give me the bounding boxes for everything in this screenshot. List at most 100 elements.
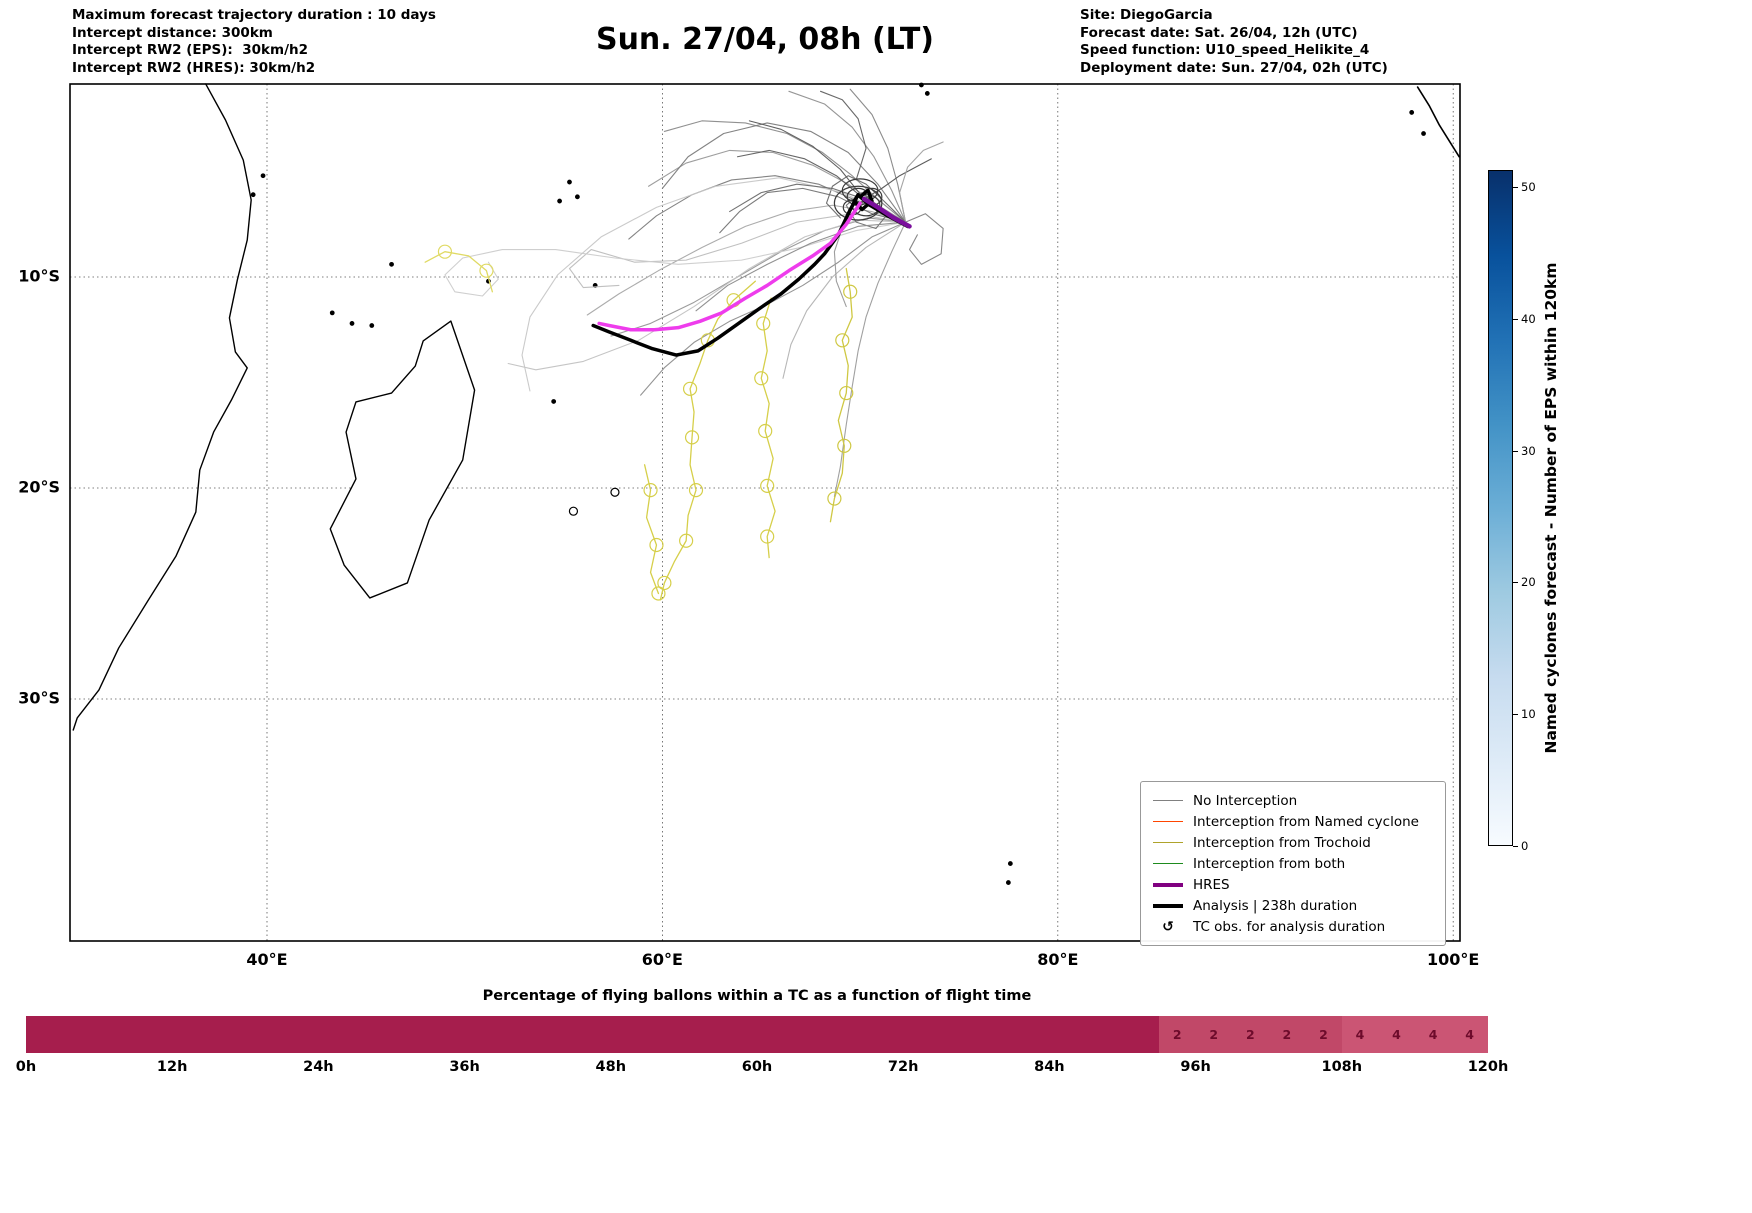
ensemble-track [719, 187, 907, 234]
trochoid-loop [679, 533, 694, 548]
island-dot [1409, 110, 1415, 115]
balloon-bar-cell [1012, 1016, 1050, 1053]
flight-time-tick-label: 120h [1467, 1059, 1509, 1075]
island-dot [369, 323, 375, 328]
hres-start-segment [861, 196, 912, 229]
site-info-text: Site: DiegoGarcia Forecast date: Sat. 26… [1080, 7, 1388, 77]
colorbar-tick-label: 50 [1521, 180, 1536, 195]
lat-tick-label: 10°S [18, 266, 60, 286]
balloon-bar-cell [391, 1016, 429, 1053]
balloon-bar-cell [501, 1016, 538, 1053]
knot-loop [833, 185, 883, 221]
hres-track [597, 201, 862, 332]
balloon-bar-cell [281, 1016, 319, 1053]
hdr-right-line4: Deployment date: Sun. 27/04, 02h (UTC) [1080, 59, 1388, 76]
ensemble-track [648, 149, 907, 223]
legend-item-label: No Interception [1193, 792, 1298, 809]
lon-tick-label: 60°E [641, 950, 683, 969]
balloon-bar-cell [647, 1016, 684, 1053]
trochoid-loop [760, 529, 775, 544]
legend-line-swatch [1153, 882, 1183, 887]
knot-loop [841, 178, 879, 203]
balloon-bar-cell [1122, 1016, 1159, 1053]
ensemble-track [521, 177, 907, 392]
run-parameters-text: Maximum forecast trajectory duration : 1… [72, 7, 436, 77]
balloon-bar-cell [756, 1016, 794, 1053]
legend-line-swatch [1153, 821, 1183, 822]
trochoid-loop [726, 293, 741, 308]
balloon-bar-cell [318, 1016, 355, 1053]
balloon-bar-cell: 4 [1378, 1016, 1415, 1053]
ensemble-track [833, 221, 907, 497]
trochoid-loop [839, 385, 854, 401]
knot-loop [851, 194, 881, 217]
legend-item: Interception from Trochoid [1153, 832, 1433, 853]
hdr-left-line2: Intercept distance: 300km [72, 24, 273, 41]
island-dot [924, 91, 930, 96]
island-dot [1007, 861, 1013, 866]
colorbar-label: Named cyclones forecast - Number of EPS … [1542, 262, 1560, 754]
colorbar-tick-label: 20 [1521, 575, 1536, 590]
lon-tick-label: 40°E [246, 950, 288, 969]
ensemble-track [729, 183, 865, 213]
balloon-bar-cell: 4 [1451, 1016, 1488, 1053]
ensemble-track [833, 198, 865, 308]
knot-loop [846, 187, 870, 206]
balloon-bar-cell: 2 [1195, 1016, 1233, 1053]
colorbar-tick [1513, 846, 1518, 847]
ensemble-track [444, 221, 907, 297]
trochoid-loop [837, 438, 852, 453]
balloon-bar-cell [26, 1016, 63, 1053]
flight-time-tick-label: 48h [595, 1059, 627, 1075]
colorbar-tick [1513, 187, 1518, 189]
legend-line-swatch [1153, 842, 1183, 843]
coastline-sumatra [1416, 86, 1460, 158]
colorbar-tick [1513, 582, 1518, 584]
island-dot [389, 261, 394, 267]
legend-item: No Interception [1153, 790, 1433, 811]
trochoid-track [760, 297, 776, 559]
page-title: Sun. 27/04, 08h (LT) [595, 22, 935, 57]
ensemble-track [661, 122, 907, 223]
legend-item: Analysis | 238h duration [1153, 895, 1433, 916]
balloon-bar-cell [99, 1016, 136, 1053]
island-dot [1421, 131, 1426, 136]
island-ring [610, 487, 620, 497]
hdr-right-line2: Forecast date: Sat. 26/04, 12h (UTC) [1080, 24, 1358, 41]
colorbar-tick [1513, 714, 1518, 716]
island-dot [567, 179, 572, 185]
flight-time-tick-label: 96h [1180, 1059, 1211, 1075]
island-dot [329, 310, 335, 316]
trochoid-loop [682, 381, 698, 396]
ensemble-track [695, 221, 907, 312]
flight-time-tick-label: 60h [741, 1059, 773, 1075]
island-dot [557, 198, 562, 204]
balloon-bar-cell [793, 1016, 831, 1053]
flight-time-tick-label: 12h [156, 1059, 188, 1075]
trochoid-loop [843, 284, 858, 299]
balloon-bar-cell [464, 1016, 502, 1053]
lat-tick-label: 30°S [18, 688, 60, 708]
ensemble-track [568, 213, 907, 289]
trochoid-loop [827, 491, 842, 506]
balloon-bar-cell [976, 1016, 1013, 1053]
balloon-bar-cell [1049, 1016, 1086, 1053]
balloon-bar-cell: 2 [1158, 1016, 1196, 1053]
balloon-bar-cell [208, 1016, 246, 1053]
trochoid-loop [758, 423, 773, 439]
legend-line-swatch [1153, 800, 1183, 801]
flight-time-tick-label: 24h [303, 1059, 334, 1075]
balloon-bar-cell [428, 1016, 465, 1053]
ensemble-track [899, 141, 944, 223]
balloon-bar-cell [62, 1016, 100, 1053]
ensemble-track [507, 219, 907, 371]
ensemble-track [845, 192, 907, 230]
balloon-bar-cell [866, 1016, 904, 1053]
trochoid-loop [754, 371, 769, 386]
balloon-bar-cell [135, 1016, 173, 1053]
legend-item: HRES [1153, 874, 1433, 895]
hdr-left-line1: Maximum forecast trajectory duration : 1… [72, 7, 436, 23]
trochoid-loop [756, 316, 771, 331]
flight-time-tick-label: 84h [1034, 1059, 1065, 1075]
